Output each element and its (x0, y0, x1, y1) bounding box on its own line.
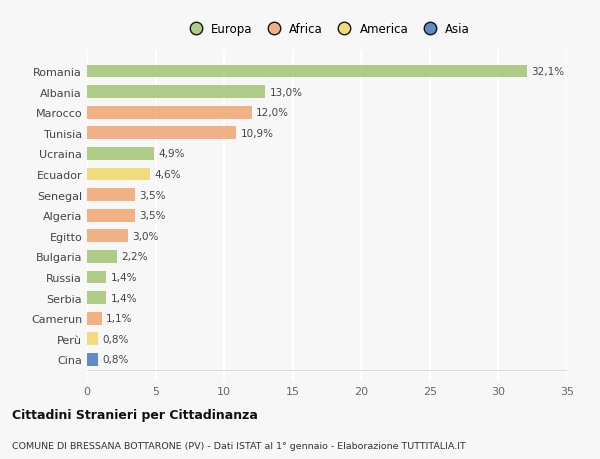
Text: 3,5%: 3,5% (139, 190, 166, 200)
Legend: Europa, Africa, America, Asia: Europa, Africa, America, Asia (182, 20, 472, 38)
Bar (87, 168, 150, 181)
Text: 10,9%: 10,9% (241, 129, 274, 139)
Text: 0,8%: 0,8% (102, 355, 128, 364)
Bar (87, 312, 102, 325)
Text: 2,2%: 2,2% (121, 252, 148, 262)
Bar (87, 251, 117, 263)
Text: 4,9%: 4,9% (158, 149, 185, 159)
Text: 1,4%: 1,4% (110, 272, 137, 282)
Bar (87, 230, 128, 243)
Text: 1,4%: 1,4% (110, 293, 137, 303)
Text: Cittadini Stranieri per Cittadinanza: Cittadini Stranieri per Cittadinanza (12, 409, 258, 421)
Bar (87, 66, 527, 78)
Bar (87, 209, 135, 222)
Text: 32,1%: 32,1% (532, 67, 565, 77)
Text: 1,1%: 1,1% (106, 313, 133, 324)
Text: 3,5%: 3,5% (139, 211, 166, 221)
Bar (87, 106, 251, 119)
Bar (87, 86, 265, 99)
Bar (87, 148, 154, 161)
Bar (87, 127, 236, 140)
Text: COMUNE DI BRESSANA BOTTARONE (PV) - Dati ISTAT al 1° gennaio - Elaborazione TUTT: COMUNE DI BRESSANA BOTTARONE (PV) - Dati… (12, 441, 466, 450)
Bar (87, 353, 98, 366)
Bar (87, 271, 106, 284)
Text: 0,8%: 0,8% (102, 334, 128, 344)
Text: 13,0%: 13,0% (269, 88, 302, 97)
Bar (87, 333, 98, 346)
Bar (87, 189, 135, 202)
Bar (87, 291, 106, 304)
Text: 4,6%: 4,6% (154, 170, 181, 179)
Text: 12,0%: 12,0% (256, 108, 289, 118)
Text: 3,0%: 3,0% (132, 231, 158, 241)
